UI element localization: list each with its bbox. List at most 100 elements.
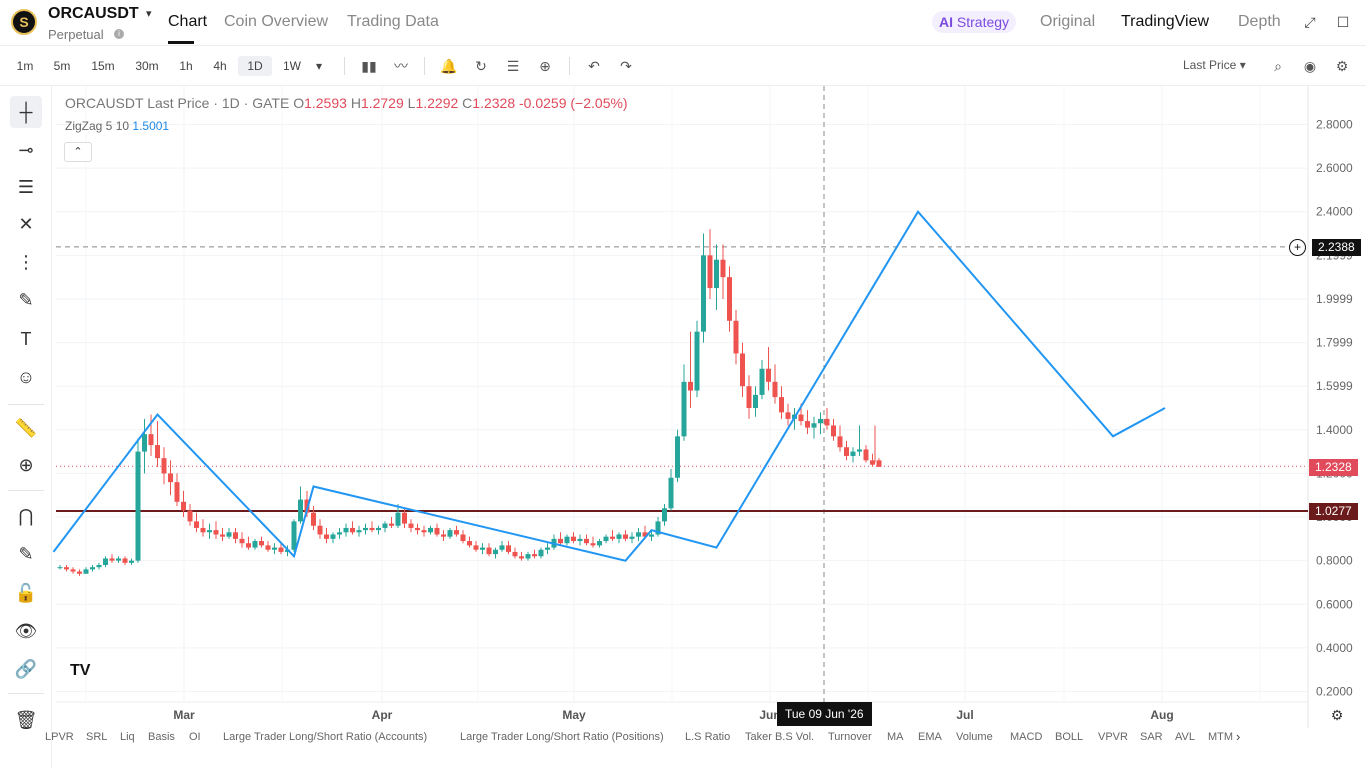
tab-trading-data[interactable]: Trading Data (347, 13, 439, 30)
indicator-vpvr[interactable]: VPVR (1098, 731, 1128, 743)
indicator-srl[interactable]: SRL (86, 731, 108, 743)
link-icon[interactable]: 🔗 (14, 659, 38, 679)
candle (597, 541, 602, 546)
symbol-selector[interactable]: ORCAUSDT (48, 5, 139, 22)
tab-chart[interactable]: Chart (168, 13, 208, 30)
indicator-volume[interactable]: Volume (956, 731, 993, 743)
indicator-avl[interactable]: AVL (1175, 731, 1195, 743)
candle (187, 510, 193, 522)
indicator-l-s-ratio[interactable]: L.S Ratio (685, 731, 731, 743)
search-icon[interactable]: ⌕ (1274, 58, 1282, 74)
strategy-button[interactable]: AI Strategy (932, 11, 1017, 33)
timeframe-4h[interactable]: 4h (213, 59, 227, 73)
eye-icon[interactable]: 👁 (14, 621, 38, 641)
chevron-right-icon[interactable]: › (1236, 729, 1241, 744)
ruler-icon[interactable]: 📏 (14, 418, 38, 438)
lock-icon[interactable]: 🔓 (14, 583, 38, 603)
candle (870, 460, 875, 465)
indicator-boll[interactable]: BOLL (1055, 731, 1084, 743)
timeframe-1w[interactable]: 1W (283, 59, 301, 73)
indicator-oi[interactable]: OI (189, 731, 201, 743)
zigzag-legend[interactable]: ZigZag 5 10 1.5001 (65, 119, 169, 133)
indicator-large-trader-long-short-ratio-accounts-[interactable]: Large Trader Long/Short Ratio (Accounts) (223, 731, 428, 743)
indicator-lpvr[interactable]: LPVR (45, 731, 74, 743)
magnet-icon[interactable]: ⋂ (18, 506, 34, 526)
emoji-icon[interactable]: ☺ (16, 367, 36, 387)
candle (805, 421, 810, 428)
candle (831, 425, 836, 437)
indicator-ma[interactable]: MA (887, 731, 904, 743)
candle (311, 512, 316, 526)
timeframe-1d[interactable]: 1D (238, 56, 272, 76)
indicator-taker-b-s-vol-[interactable]: Taker B.S Vol. (745, 731, 815, 743)
indicator-ema[interactable]: EMA (918, 731, 942, 743)
candle (740, 353, 745, 387)
indicator-liq[interactable]: Liq (120, 731, 135, 743)
y-tick-label: 0.8000 (1316, 554, 1353, 568)
undo-icon[interactable]: ↶ (588, 58, 600, 74)
view-tradingview[interactable]: TradingView (1121, 13, 1210, 30)
candle (103, 558, 108, 566)
pattern-icon[interactable]: ✕ (18, 214, 34, 234)
chart-legend: ORCAUSDT Last Price · 1D · GATE O1.2593 … (65, 95, 628, 111)
view-depth[interactable]: Depth (1238, 13, 1281, 30)
add-icon[interactable]: ⊕ (539, 58, 551, 74)
candle (200, 527, 206, 533)
timeframe-5m[interactable]: 5m (53, 59, 71, 73)
x-tick-label: Jul (956, 708, 973, 722)
text-icon[interactable]: T (20, 329, 32, 349)
candle (226, 532, 232, 537)
timeframe-1h[interactable]: 1h (179, 59, 193, 73)
redo-icon[interactable]: ↷ (620, 58, 632, 74)
candle (785, 412, 791, 419)
window-icon[interactable]: ☐ (1336, 14, 1350, 30)
candles-icon[interactable]: ▮▮ (361, 58, 377, 74)
alert-icon[interactable]: 🔔 (440, 58, 458, 74)
add-alert-icon[interactable]: + (1289, 239, 1306, 256)
timeframe-30m[interactable]: 30m (135, 59, 159, 73)
trash-icon[interactable]: 🗑 (14, 710, 38, 730)
chart-settings-icon[interactable]: ⚙ (1330, 707, 1344, 723)
fib-icon[interactable]: ☰ (17, 177, 35, 197)
tab-coin-overview[interactable]: Coin Overview (224, 13, 329, 30)
y-tick-label: 2.4000 (1316, 205, 1353, 219)
candle (506, 545, 511, 552)
y-tick-label: 0.4000 (1316, 641, 1353, 655)
timeframe-1m[interactable]: 1m (16, 59, 34, 73)
candle (766, 368, 771, 382)
zoom-icon[interactable]: ⊕ (18, 455, 34, 475)
templates-icon[interactable]: ☰ (506, 58, 520, 74)
camera-icon[interactable]: ◉ (1303, 58, 1317, 74)
price-type-select[interactable]: Last Price ▾ (1183, 58, 1246, 72)
chevron-down-icon[interactable]: ▾ (146, 8, 152, 20)
view-original[interactable]: Original (1040, 13, 1096, 30)
projection-icon[interactable]: ⋮ (17, 252, 35, 272)
crosshair-icon[interactable]: ┼ (10, 96, 42, 128)
candle (798, 414, 804, 422)
indicator-basis[interactable]: Basis (148, 731, 175, 743)
collapse-legend-button[interactable]: ⌃ (64, 142, 92, 162)
horizontal-line-icon[interactable]: ⊸ (18, 140, 34, 160)
replay-icon[interactable]: ↻ (475, 58, 487, 74)
candle (584, 538, 589, 544)
lock-draw-icon[interactable]: ✎ (18, 544, 34, 564)
indicator-macd[interactable]: MACD (1010, 731, 1043, 743)
indicator-large-trader-long-short-ratio-positions-[interactable]: Large Trader Long/Short Ratio (Positions… (460, 731, 664, 743)
low-label: L (407, 95, 416, 111)
brush-icon[interactable]: ✎ (18, 290, 34, 310)
candle (434, 527, 440, 535)
candle (818, 418, 823, 424)
candle (727, 277, 732, 321)
candle (207, 530, 212, 533)
indicator-mtm[interactable]: MTM (1208, 731, 1234, 743)
settings-icon[interactable]: ⚙ (1335, 58, 1349, 74)
info-icon[interactable]: i (114, 29, 124, 39)
indicator-sar[interactable]: SAR (1140, 731, 1163, 743)
expand-icon[interactable]: ⤢ (1304, 14, 1316, 30)
timeframe-more-chevron-icon[interactable]: ▾ (315, 59, 323, 73)
candle (467, 541, 472, 546)
indicator-turnover[interactable]: Turnover (828, 731, 872, 743)
indicators-icon[interactable]: 〰 (394, 58, 408, 74)
timeframe-15m[interactable]: 15m (91, 59, 115, 73)
